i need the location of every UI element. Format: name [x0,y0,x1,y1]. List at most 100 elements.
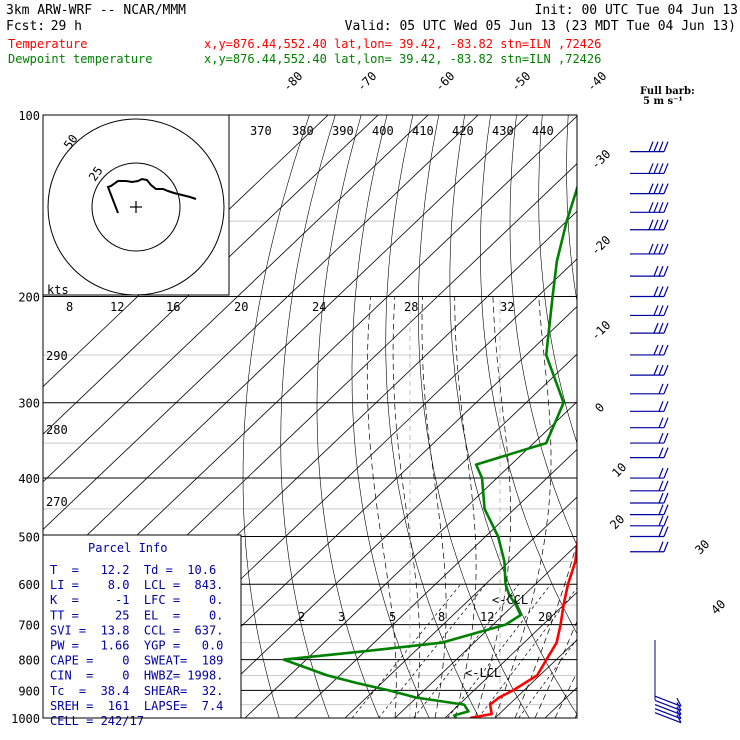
dry-adiabat [509,115,577,547]
wind-barb [630,417,669,429]
barb-feather [663,265,669,277]
barb-feather [658,526,664,537]
moist-adiabat [366,296,397,718]
temperature-tick-label: -80 [280,69,305,94]
wind-barb [630,467,669,479]
isotherm [294,448,577,718]
dry-adiabat [672,115,740,718]
dry-adiabat [280,115,336,718]
barb-feather [663,322,669,334]
barb-feather [658,202,664,213]
barb-feather [658,364,664,376]
mixing-ratio-label: 2 [298,610,305,624]
mixing-ratio-label: 12 [480,610,494,624]
parcel-info-title: Parcel Info [88,541,167,555]
barb-feather [658,219,664,230]
pressure-label: 200 [18,291,40,305]
parcel-info-row: TT = 25 EL = 0. [50,608,223,622]
pressure-label: 500 [18,530,40,544]
wind-barb [630,202,669,213]
parcel-info-row: PW = 1.66 YGP = 0.0 [50,639,223,653]
isotherm [595,115,740,718]
barb-feather [648,219,654,230]
barb-feather [658,383,664,395]
wind-barb [630,243,669,255]
pressure-label: 1000 [11,712,40,726]
wind-barb [630,432,669,444]
temperature-tick-label: -70 [354,69,379,94]
barb-feather [663,417,669,428]
model-title: 3km ARW-WRF -- NCAR/MMM [6,3,186,18]
wind-barbs [630,141,682,724]
theta-label: 380 [292,124,314,138]
wind-barb [630,344,669,356]
temperature-tick-label: -50 [508,69,533,94]
wind-barb [630,163,669,175]
parcel-info-row: K = -1 LFC = 0. [50,593,223,607]
barb-feather [648,202,654,213]
dry-adiabat [698,115,740,718]
barb-feather [663,202,669,213]
barb-feather [648,141,654,152]
barb-feather [658,447,664,458]
moist-adiabat [474,296,512,718]
barb-feather [676,710,682,719]
barb-feather [648,183,654,194]
wind-barb [630,183,669,195]
isotherm [494,639,577,718]
barb-feather [663,447,669,458]
pressure-label: 400 [18,472,40,486]
temperature-tick-label: 40 [708,597,728,617]
barb-feather [663,163,669,174]
isotherm [43,115,479,530]
hodograph-speed-label: 8 [66,300,73,314]
barb-feather [663,305,669,316]
temperature-tick-label: -20 [588,233,613,258]
barb-feather [658,265,664,277]
moist-adiabat [554,671,577,718]
temperature-tick-label: 0 [592,400,607,415]
barb-feather [663,432,669,444]
pressure-label: 300 [18,397,40,411]
wind-barb [630,305,669,317]
wind-barb [630,526,669,538]
barb-feather [658,322,664,334]
barb-feather [653,141,659,152]
barb-feather [648,163,654,174]
moist-adiabat [534,620,577,718]
theta-low-label: 290 [46,349,68,363]
dry-adiabat [480,115,577,635]
lcl-annotation: <-LCL [465,666,501,680]
temperature-tick-label: -10 [588,318,613,343]
wind-barb-low [654,704,682,716]
hodograph-speed-label: 12 [110,300,124,314]
temperature-tick-label: -60 [432,69,457,94]
moist-adiabat [421,296,447,718]
parcel-info-row: T = 12.2 Td = 10.6 [50,563,216,577]
barb-feather [658,417,664,428]
mixing-ratio-line [351,584,461,718]
mixing-ratio-line [413,584,520,718]
dry-adiabat [351,115,430,718]
fcst-label: Fcst: [6,19,45,34]
hodograph-speed-label: 16 [166,300,180,314]
moist-adiabat [454,296,477,718]
moist-adiabat [574,713,577,718]
init-time: Init: 00 UTC Tue 04 Jun 13 [535,3,739,18]
dewpoint-line [282,184,577,718]
temperature-tick-label: 10 [609,460,629,480]
barb-feather [653,364,659,376]
barb-feather [663,141,669,152]
wind-barb-low [654,695,682,707]
wind-barb [630,364,669,376]
barb-feather [653,183,659,194]
isotherm [544,686,577,718]
barb-staff [654,695,682,707]
wind-barb [630,265,669,277]
barb-feather [663,401,669,412]
hodograph-speed-label: 28 [404,300,418,314]
temperature-line [469,535,577,718]
barb-staff [654,712,682,724]
barb-staff [654,704,682,716]
wind-barb [630,515,669,527]
